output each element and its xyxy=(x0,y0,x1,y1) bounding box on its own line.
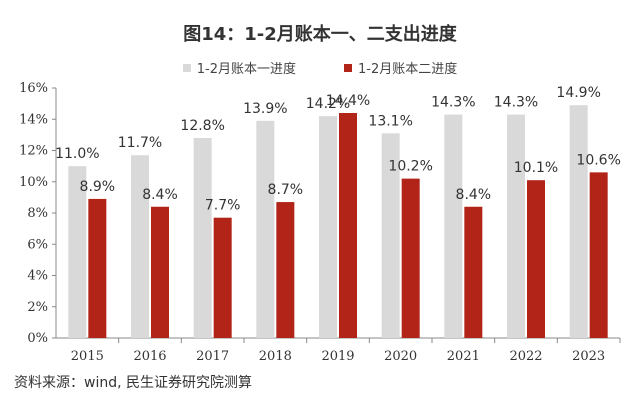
x-tick-label: 2021 xyxy=(447,349,480,364)
y-tick-label: 0% xyxy=(27,331,48,346)
y-tick-label: 10% xyxy=(19,175,48,190)
x-tick-label: 2017 xyxy=(196,349,229,364)
bar-1 xyxy=(569,105,588,338)
data-label-2: 8.4% xyxy=(142,187,178,203)
x-tick-label: 2018 xyxy=(259,349,292,364)
data-label-2: 8.4% xyxy=(456,187,492,203)
data-label-2: 10.6% xyxy=(576,152,620,168)
data-label-1: 14.3% xyxy=(494,95,538,111)
y-tick-label: 8% xyxy=(27,206,48,221)
bar-1 xyxy=(319,116,337,338)
bar-2 xyxy=(589,172,608,338)
bar-2 xyxy=(88,198,107,338)
data-label-2: 8.9% xyxy=(80,179,116,195)
y-tick-label: 12% xyxy=(19,144,48,159)
x-tick-label: 2022 xyxy=(509,349,542,364)
chart-title: 图14：1-2月账本一、二支出进度 xyxy=(183,24,457,45)
data-label-2: 10.1% xyxy=(514,160,558,176)
y-tick-label: 6% xyxy=(27,237,48,252)
legend-item-series-2: 1-2月账本二进度 xyxy=(344,58,457,77)
data-label-1: 11.0% xyxy=(55,146,99,162)
x-tick-label: 2015 xyxy=(71,349,104,364)
x-tick-label: 2019 xyxy=(321,349,354,364)
legend-swatch-series-2 xyxy=(344,63,352,72)
data-label-1: 12.8% xyxy=(180,118,224,134)
bar-1 xyxy=(193,138,212,338)
bar-2 xyxy=(213,217,232,338)
data-label-1: 14.2% xyxy=(306,96,350,112)
bar-2 xyxy=(339,113,357,338)
bar-2 xyxy=(401,178,420,338)
y-tick-label: 14% xyxy=(19,112,48,127)
bar-2 xyxy=(276,202,295,338)
y-tick-label: 4% xyxy=(27,269,48,284)
data-label-1: 14.3% xyxy=(431,95,475,111)
legend-item-series-1: 1-2月账本一进度 xyxy=(182,58,296,77)
legend-label-series-2: 1-2月账本二进度 xyxy=(358,62,458,77)
bar-2 xyxy=(151,206,169,338)
x-tick-label: 2023 xyxy=(572,349,605,364)
data-label-2: 8.7% xyxy=(268,182,304,198)
y-tick-label: 2% xyxy=(27,300,48,315)
legend: 1-2月账本一进度 1-2月账本二进度 xyxy=(0,58,640,77)
bar-1 xyxy=(131,155,149,338)
data-label-2: 7.7% xyxy=(205,198,241,214)
bar-2 xyxy=(464,206,483,338)
legend-swatch-series-1 xyxy=(182,63,191,72)
bar-1 xyxy=(444,114,463,338)
data-label-1: 13.1% xyxy=(368,113,412,129)
data-label-2: 10.2% xyxy=(388,159,432,175)
data-label-2: 14.4% xyxy=(326,93,370,109)
y-tick-label: 16% xyxy=(19,81,48,96)
bar-1 xyxy=(256,120,275,338)
x-tick-label: 2020 xyxy=(384,349,417,364)
bar-1 xyxy=(507,114,525,338)
data-label-1: 11.7% xyxy=(118,135,162,151)
legend-label-series-1: 1-2月账本一进度 xyxy=(196,62,296,77)
data-label-1: 13.9% xyxy=(243,101,287,117)
bar-2 xyxy=(527,180,545,338)
bar-1 xyxy=(381,133,400,338)
bar-1 xyxy=(68,166,87,338)
source-note: 资料来源：wind, 民生证券研究院测算 xyxy=(14,375,252,391)
x-tick-label: 2016 xyxy=(133,349,166,364)
data-label-1: 14.9% xyxy=(556,85,600,101)
